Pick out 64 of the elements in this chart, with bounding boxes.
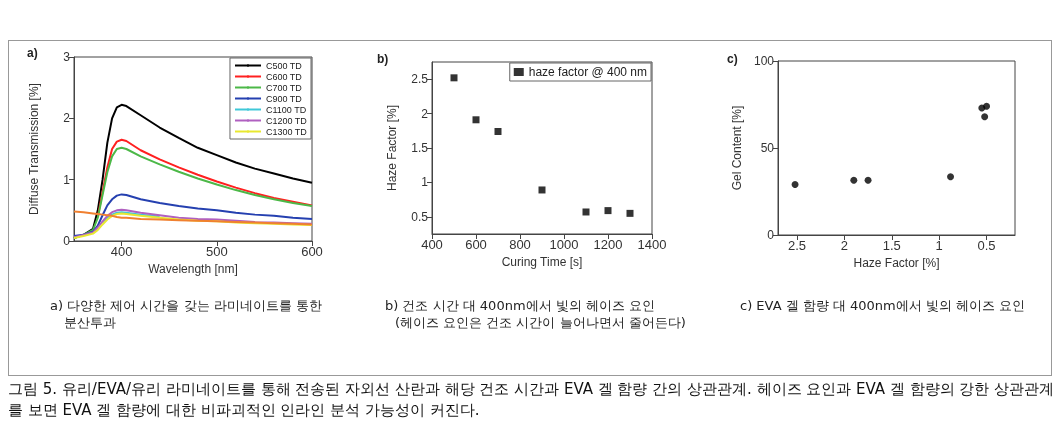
- x-axis-title: Curing Time [s]: [501, 255, 583, 269]
- point: [538, 186, 546, 194]
- point: [494, 127, 502, 135]
- x-tick-label: 1400: [637, 237, 667, 252]
- point: [981, 113, 989, 121]
- legend-label: C600 TD: [265, 71, 303, 82]
- y-tick-label: 50: [760, 141, 775, 155]
- legend-label: C700 TD: [265, 82, 303, 93]
- y-tick-label: 3: [63, 50, 71, 64]
- point: [604, 207, 612, 215]
- legend-label: C900 TD: [265, 93, 303, 104]
- point: [626, 209, 634, 217]
- x-tick-label: 800: [509, 237, 531, 252]
- caption: 그림 5. 유리/EVA/유리 라미네이트를 통해 전송된 자외선 산란과 해당 건조 시간과 EVA 겔 함량 간의 상관관계. 헤이즈 요인과 EVA 겔 함량의 강한 상관관계를 보면 EVA 겔 함량에 대한 비파괴적인 인라인 분석 가능성이 커진다.: [8, 379, 1056, 421]
- legend-label: C500 TD: [265, 60, 303, 71]
- point: [472, 116, 480, 124]
- point: [947, 173, 955, 181]
- x-axis-title: Wavelength [nm]: [148, 262, 238, 276]
- y-tick-label: 1.5: [411, 141, 429, 155]
- point: [791, 181, 799, 189]
- legend-label: C1200 TD: [265, 115, 308, 126]
- chart-title: b): [377, 52, 389, 66]
- y-tick-label: 1: [421, 175, 429, 190]
- x-tick-label: 1: [935, 238, 943, 253]
- x-axis-title: Haze Factor [%]: [853, 256, 940, 270]
- y-tick-label: 0: [767, 228, 775, 242]
- line-series: [73, 193, 313, 238]
- legend-label: C1300 TD: [265, 126, 308, 137]
- y-tick-label: 0: [63, 234, 71, 248]
- x-tick-label: 1200: [593, 237, 623, 252]
- point: [450, 74, 458, 82]
- chart-title: a): [27, 46, 38, 60]
- legend-label: C1100 TD: [265, 104, 307, 115]
- y-tick-label: 100: [753, 54, 775, 68]
- y-tick-label: 2: [421, 106, 429, 121]
- text: 분산투과: [64, 314, 116, 331]
- point: [864, 176, 872, 184]
- x-tick-label: 400: [421, 237, 443, 252]
- x-tick-label: 1000: [549, 237, 579, 252]
- line-series: [73, 210, 313, 226]
- point: [582, 208, 590, 216]
- x-tick-label: 600: [301, 244, 323, 259]
- y-tick-label: 0.5: [411, 209, 429, 224]
- y-axis-title: Haze Factor [%]: [385, 104, 399, 192]
- text: a) 다양한 제어 시간을 갖는 라미네이트를 통한: [50, 297, 322, 314]
- x-tick-label: 500: [205, 244, 228, 259]
- y-axis-title: Diffuse Transmission [%]: [27, 83, 41, 215]
- chart-title: c): [727, 52, 738, 66]
- x-tick-label: 2.5: [787, 238, 806, 253]
- y-tick-label: 1: [63, 172, 71, 187]
- y-axis-title: Gel Content [%]: [730, 105, 745, 191]
- point: [983, 102, 991, 110]
- text: b) 건조 시간 대 400nm에서 빛의 헤이즈 요인: [385, 297, 655, 314]
- x-tick-label: 2: [840, 238, 848, 253]
- x-tick-label: 0.5: [977, 238, 996, 253]
- x-tick-label: 1.5: [882, 238, 901, 253]
- x-tick-label: 400: [110, 244, 133, 259]
- point: [850, 176, 858, 184]
- text: c) EVA 겔 함량 대 400nm에서 빛의 헤이즈 요인: [740, 297, 1026, 314]
- legend-label: haze factor @ 400 nm: [528, 65, 648, 79]
- y-tick-label: 2.5: [411, 72, 429, 87]
- x-tick-label: 600: [465, 237, 487, 252]
- text: (헤이즈 요인은 건조 시간이 늘어나면서 줄어든다): [395, 314, 686, 331]
- y-tick-label: 2: [63, 111, 71, 126]
